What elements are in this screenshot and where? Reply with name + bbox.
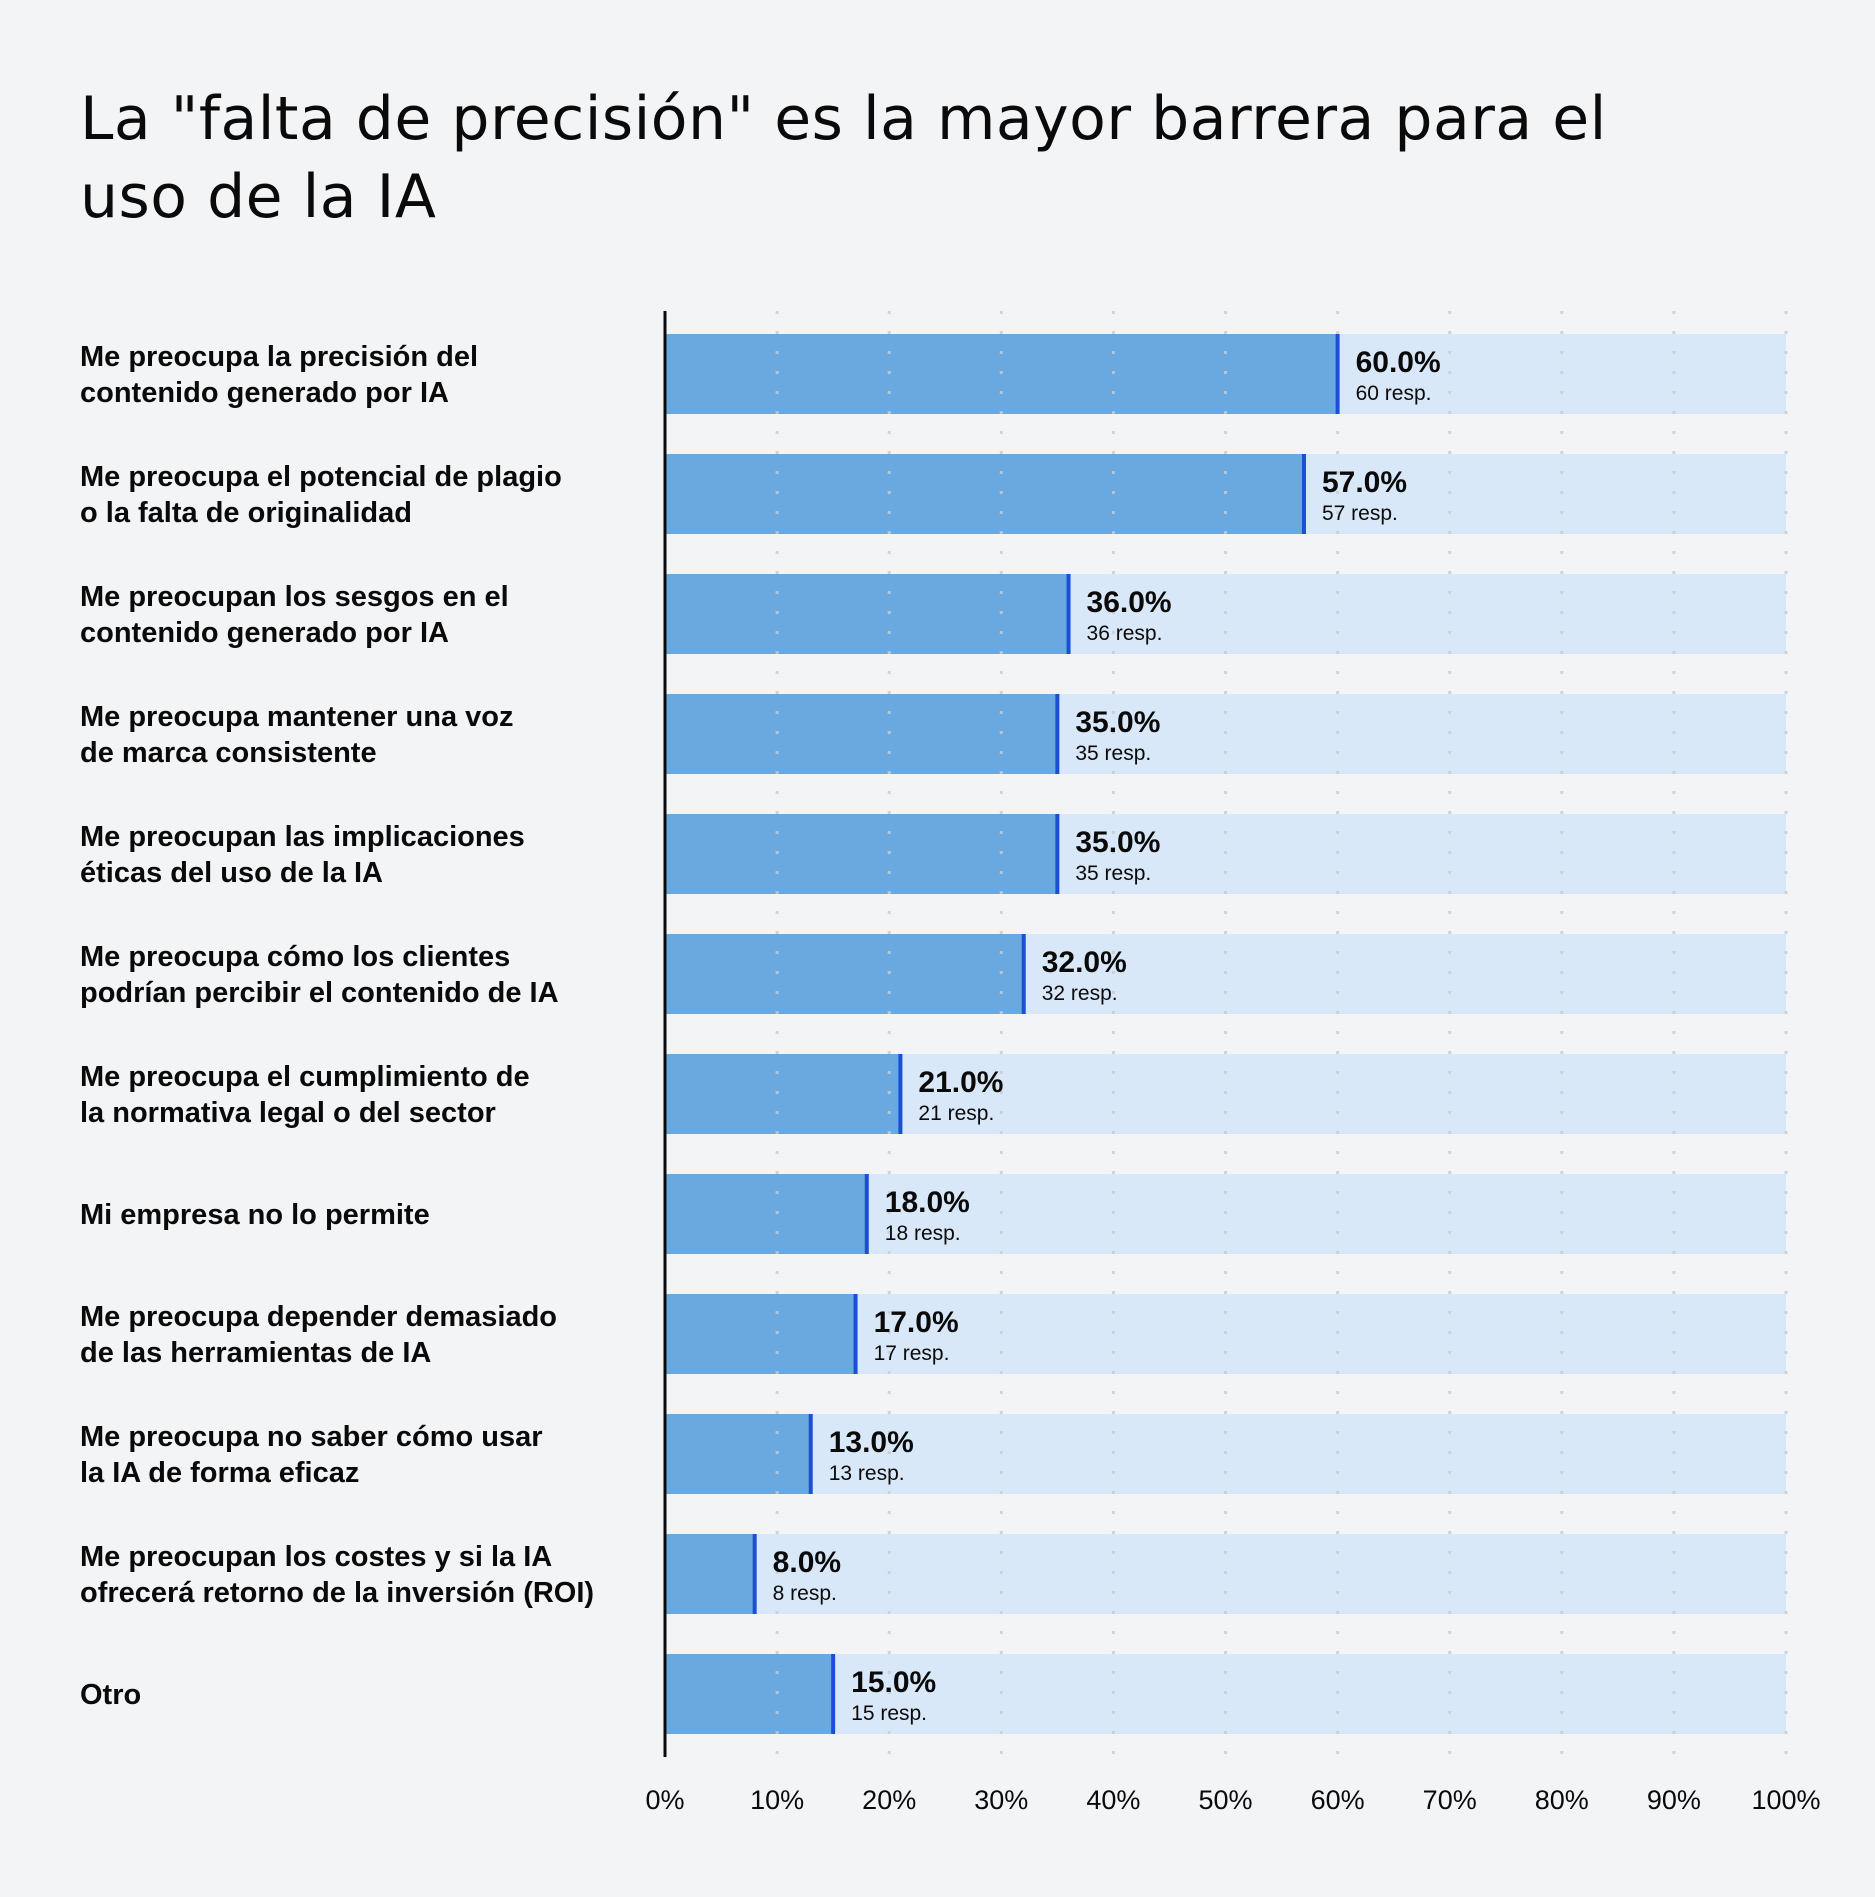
category-label: Me preocupa cómo los clientes	[80, 941, 510, 973]
bar	[665, 1534, 755, 1614]
response-count: 60 resp.	[1356, 382, 1432, 405]
response-count: 15 resp.	[851, 1702, 927, 1725]
category-label: Me preocupan los costes y si la IA	[80, 1541, 552, 1573]
category-label: Me preocupa depender demasiado	[80, 1301, 557, 1333]
category-label: la normativa legal o del sector	[80, 1097, 496, 1129]
bar	[665, 1654, 834, 1734]
x-tick-label: 20%	[862, 1785, 916, 1815]
category-label: podrían percibir el contenido de IA	[80, 977, 559, 1009]
category-label: éticas del uso de la IA	[80, 857, 383, 889]
x-tick-label: 0%	[645, 1785, 684, 1815]
category-label: Mi empresa no lo permite	[80, 1199, 430, 1231]
response-count: 13 resp.	[829, 1462, 905, 1485]
bar-end-marker	[1335, 334, 1340, 414]
x-tick-label: 30%	[974, 1785, 1028, 1815]
bar	[665, 1174, 867, 1254]
bar-end-marker	[898, 1054, 903, 1134]
category-label: Me preocupa mantener una voz	[80, 701, 514, 733]
category-label: contenido generado por IA	[80, 617, 449, 649]
bar-end-marker	[1301, 454, 1306, 534]
response-count: 32 resp.	[1042, 982, 1118, 1005]
x-tick-label: 10%	[750, 1785, 804, 1815]
chart-title: La "falta de precisión" es la mayor barr…	[80, 84, 1607, 232]
value-label: 18.0%	[885, 1186, 970, 1219]
bar	[665, 574, 1069, 654]
response-count: 35 resp.	[1075, 862, 1151, 885]
value-label: 36.0%	[1087, 586, 1172, 619]
value-label: 17.0%	[874, 1306, 959, 1339]
value-label: 32.0%	[1042, 946, 1127, 979]
category-label: de las herramientas de IA	[80, 1337, 431, 1369]
x-tick-label: 50%	[1198, 1785, 1252, 1815]
category-label: Me preocupa no saber cómo usar	[80, 1421, 543, 1453]
x-tick-label: 70%	[1423, 1785, 1477, 1815]
value-label: 15.0%	[851, 1666, 936, 1699]
bar-end-marker	[1055, 814, 1060, 894]
value-label: 21.0%	[918, 1066, 1003, 1099]
category-label: o la falta de originalidad	[80, 497, 412, 529]
value-label: 35.0%	[1075, 706, 1160, 739]
bar	[665, 694, 1058, 774]
bar-end-marker	[752, 1534, 757, 1614]
bar-end-marker	[1021, 934, 1026, 1014]
bar	[665, 814, 1058, 894]
bar-end-marker	[1066, 574, 1071, 654]
bar	[665, 1414, 811, 1494]
response-count: 17 resp.	[874, 1342, 950, 1365]
value-label: 60.0%	[1356, 346, 1441, 379]
response-count: 21 resp.	[918, 1102, 994, 1125]
bar-end-marker	[853, 1294, 858, 1374]
category-label: de marca consistente	[80, 737, 377, 769]
response-count: 18 resp.	[885, 1222, 961, 1245]
bar	[665, 1294, 856, 1374]
value-label: 35.0%	[1075, 826, 1160, 859]
category-label: Me preocupa el potencial de plagio	[80, 461, 562, 493]
bar-end-marker	[1055, 694, 1060, 774]
category-label: ofrecerá retorno de la inversión (ROI)	[80, 1577, 594, 1609]
x-tick-label: 60%	[1311, 1785, 1365, 1815]
bar-end-marker	[831, 1654, 836, 1734]
bar	[665, 1054, 901, 1134]
value-label: 8.0%	[773, 1546, 841, 1579]
x-tick-label: 80%	[1535, 1785, 1589, 1815]
x-tick-label: 90%	[1647, 1785, 1701, 1815]
category-label: contenido generado por IA	[80, 377, 449, 409]
x-tick-label: 100%	[1751, 1785, 1820, 1815]
response-count: 35 resp.	[1075, 742, 1151, 765]
category-label: Otro	[80, 1679, 141, 1711]
category-label: Me preocupan los sesgos en el	[80, 581, 509, 613]
bar-end-marker	[864, 1174, 869, 1254]
value-label: 57.0%	[1322, 466, 1407, 499]
value-label: 13.0%	[829, 1426, 914, 1459]
response-count: 8 resp.	[773, 1582, 837, 1605]
response-count: 36 resp.	[1087, 622, 1163, 645]
bar-end-marker	[808, 1414, 813, 1494]
category-label: Me preocupan las implicaciones	[80, 821, 525, 853]
category-label: Me preocupa la precisión del	[80, 341, 478, 373]
bar	[665, 454, 1304, 534]
x-tick-label: 40%	[1086, 1785, 1140, 1815]
bar	[665, 934, 1024, 1014]
category-label: Me preocupa el cumplimiento de	[80, 1061, 530, 1093]
response-count: 57 resp.	[1322, 502, 1398, 525]
category-label: la IA de forma eficaz	[80, 1457, 359, 1489]
